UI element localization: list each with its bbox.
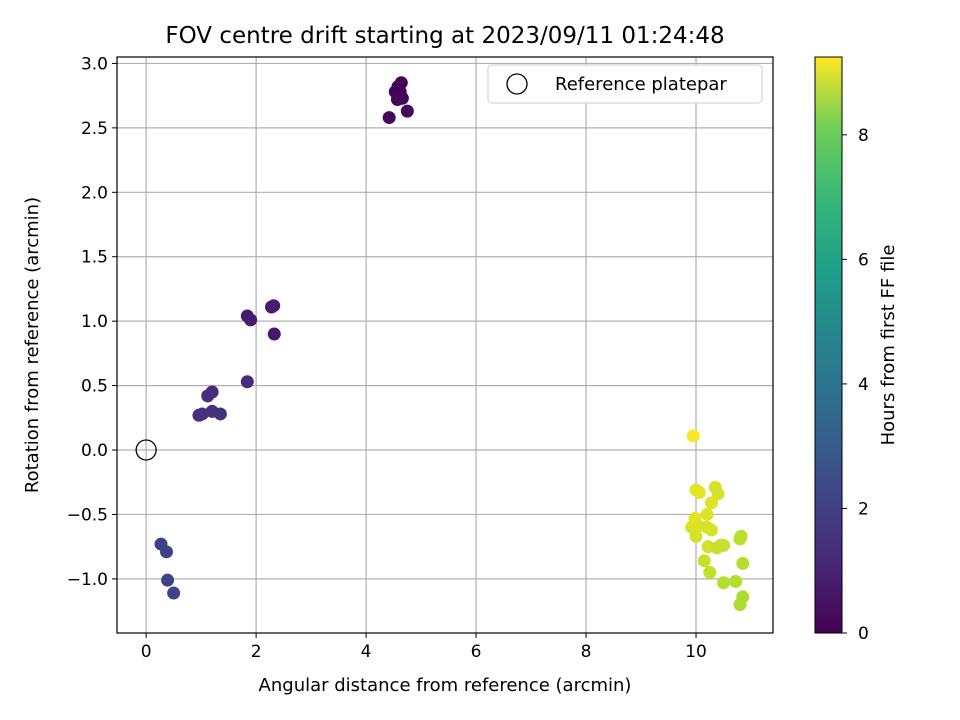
colorbar-tick-label: 6 xyxy=(858,250,869,270)
data-point xyxy=(267,327,281,341)
y-tick-label: 2.5 xyxy=(81,119,108,139)
colorbar-tick-label: 2 xyxy=(858,499,869,519)
y-axis-ticks: −1.0 −0.5 0.0 0.5 1.0 1.5 2.0 2.5 3.0 xyxy=(67,54,117,590)
colorbar-tick-label: 4 xyxy=(858,375,869,395)
data-point xyxy=(729,574,743,588)
y-tick-label: 2.0 xyxy=(81,183,108,203)
x-tick-label: 0 xyxy=(141,642,152,662)
data-point xyxy=(734,529,748,543)
data-point xyxy=(736,556,750,570)
data-point xyxy=(395,91,409,105)
data-point xyxy=(703,565,717,579)
data-point xyxy=(195,407,209,421)
y-tick-label: 1.0 xyxy=(81,312,108,332)
data-point xyxy=(382,111,396,125)
y-axis-label: Rotation from reference (arcmin) xyxy=(22,197,43,493)
data-point xyxy=(159,545,173,559)
data-point xyxy=(240,375,254,389)
data-point xyxy=(711,487,725,501)
legend-marker-icon xyxy=(506,73,528,95)
data-point xyxy=(267,299,281,313)
x-tick-label: 2 xyxy=(251,642,262,662)
data-point xyxy=(697,554,711,568)
data-point xyxy=(692,486,706,500)
data-point xyxy=(244,313,258,327)
x-tick-label: 8 xyxy=(581,642,592,662)
data-point xyxy=(717,576,731,590)
data-point xyxy=(704,523,718,537)
y-tick-label: −0.5 xyxy=(67,505,108,525)
legend: Reference platepar xyxy=(487,64,763,104)
y-tick-label: 0.0 xyxy=(81,441,108,461)
colorbar-tick-label: 0 xyxy=(858,624,869,644)
y-tick-label: 3.0 xyxy=(81,54,108,74)
colorbar: 0 2 4 6 8 Hours from first FF file xyxy=(814,56,899,644)
legend-label: Reference platepar xyxy=(555,74,727,95)
data-point xyxy=(161,573,175,587)
data-point xyxy=(689,529,703,543)
chart-title: FOV centre drift starting at 2023/09/11 … xyxy=(165,23,724,49)
data-points xyxy=(135,76,750,612)
data-point xyxy=(201,389,215,403)
data-point xyxy=(167,586,181,600)
data-point xyxy=(700,507,714,521)
grid-lines xyxy=(117,57,773,633)
x-tick-label: 10 xyxy=(685,642,707,662)
reference-point-marker xyxy=(135,439,157,461)
colorbar-label: Hours from first FF file xyxy=(878,245,899,446)
x-tick-label: 4 xyxy=(361,642,372,662)
y-tick-label: 0.5 xyxy=(81,377,108,397)
y-tick-label: −1.0 xyxy=(67,570,108,590)
y-tick-label: 1.5 xyxy=(81,248,108,268)
data-point xyxy=(213,407,227,421)
data-point xyxy=(733,598,747,612)
plot-frame xyxy=(116,56,774,634)
colorbar-ticks: 0 2 4 6 8 xyxy=(842,126,869,644)
x-axis-label: Angular distance from reference (arcmin) xyxy=(259,675,632,696)
data-point xyxy=(717,538,731,552)
legend-box xyxy=(487,64,763,104)
x-tick-label: 6 xyxy=(471,642,482,662)
colorbar-gradient xyxy=(814,56,843,634)
data-point xyxy=(686,429,700,443)
data-point xyxy=(400,104,414,118)
data-point xyxy=(704,496,718,510)
colorbar-tick-label: 8 xyxy=(858,126,869,146)
x-axis-ticks: 0 2 4 6 8 10 xyxy=(141,633,707,662)
